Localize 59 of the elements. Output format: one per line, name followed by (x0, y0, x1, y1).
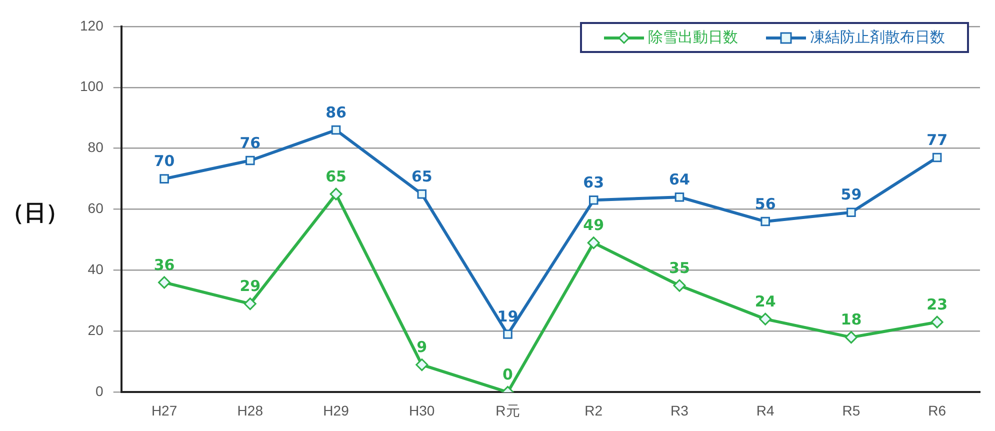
point (244, 298, 256, 310)
x-tick-label: R元 (496, 402, 520, 418)
y-tick-label: 40 (88, 261, 104, 278)
data-label: 65 (411, 167, 432, 186)
data-label: 29 (240, 277, 261, 296)
x-tick-label: R2 (584, 402, 603, 418)
data-label: 63 (583, 174, 604, 192)
point (932, 152, 942, 162)
data-label: 64 (669, 170, 690, 188)
point (417, 189, 427, 199)
x-tick-label: H30 (409, 402, 435, 418)
point (759, 312, 772, 326)
y-tick-label: 100 (80, 78, 104, 94)
y-tick-label: 60 (88, 200, 104, 216)
data-label: 24 (754, 292, 776, 310)
x-tick-label: H29 (323, 402, 350, 418)
data-label: 77 (926, 130, 948, 149)
data-label: 19 (497, 308, 518, 326)
point (760, 216, 770, 226)
point (158, 276, 171, 289)
y-tick-label: 120 (80, 17, 104, 34)
x-tick-label: R6 (928, 402, 946, 418)
data-label: 59 (840, 186, 862, 204)
y-tick-label: 20 (88, 322, 104, 338)
point (246, 156, 255, 166)
point (331, 125, 341, 135)
data-label: 56 (754, 194, 776, 213)
x-tick-label: H27 (151, 402, 178, 418)
legend-label: 凍結防止剤散布日数 (810, 28, 945, 47)
point (416, 358, 428, 372)
point (930, 316, 944, 328)
point (160, 174, 169, 184)
x-tick-label: R5 (842, 402, 860, 418)
x-tick-label: H28 (237, 402, 264, 418)
data-label: 65 (326, 167, 346, 186)
data-label: 9 (416, 338, 428, 356)
point (588, 196, 598, 205)
data-label: 18 (840, 310, 862, 329)
y-tick-label: 0 (96, 383, 104, 400)
data-label: 76 (240, 134, 261, 152)
data-label: 36 (154, 256, 175, 274)
data-label: 35 (669, 258, 690, 277)
data-label: 23 (926, 295, 948, 314)
point (846, 208, 856, 217)
y-axis-title: （日） (2, 200, 68, 228)
y-tick-label: 80 (88, 139, 104, 156)
point (673, 279, 686, 292)
point (587, 236, 600, 250)
data-label: 86 (326, 103, 346, 122)
x-tick-label: R4 (756, 402, 774, 418)
data-label: 49 (583, 216, 604, 234)
data-label: 0 (502, 366, 513, 384)
x-tick-label: R3 (670, 402, 689, 418)
point (844, 331, 858, 344)
legend-label: 除雪出動日数 (648, 28, 738, 47)
point (674, 192, 684, 202)
point (503, 330, 512, 339)
data-label: 70 (154, 152, 175, 170)
point (330, 188, 342, 200)
